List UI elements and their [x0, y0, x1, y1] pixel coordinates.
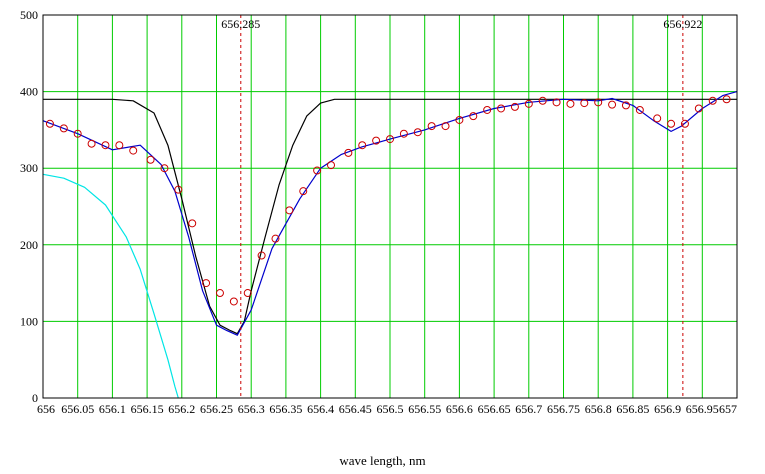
annotations: 656.285 656.922	[221, 15, 702, 398]
x-tick-label: 656.65	[478, 402, 511, 416]
x-tick-label: 656.95	[686, 402, 719, 416]
annotation-label: 656.922	[663, 17, 702, 31]
data-point	[694, 104, 703, 113]
x-tick-label: 656	[37, 402, 55, 416]
data-point	[146, 155, 155, 164]
data-point	[285, 206, 294, 215]
x-tick-label: 656.1	[99, 402, 126, 416]
data-point	[243, 289, 252, 298]
data-point	[257, 251, 266, 260]
data-point	[174, 185, 183, 194]
data-point	[188, 219, 197, 228]
x-tick-label: 656.3	[238, 402, 265, 416]
x-tick-label: 656.9	[654, 402, 681, 416]
x-tick-label: 656.75	[547, 402, 580, 416]
data-point	[722, 95, 731, 104]
data-point	[215, 289, 224, 298]
data-point	[635, 105, 644, 114]
data-point	[552, 98, 561, 107]
x-axis-label: wave length, nm	[339, 453, 426, 468]
x-tick-label: 656.55	[408, 402, 441, 416]
x-tick-label: 656.7	[515, 402, 542, 416]
data-point	[202, 279, 211, 288]
x-tick-label: 656.35	[269, 402, 302, 416]
tick-labels: 656 656.05 656.1 656.15 656.2 656.25 656.3 656.…	[20, 8, 737, 416]
data-point	[667, 119, 676, 128]
data-point	[538, 96, 547, 105]
data-point	[327, 161, 336, 170]
data-point	[45, 119, 54, 128]
x-tick-label: 656.6	[446, 402, 473, 416]
y-tick-label: 500	[20, 8, 38, 22]
x-tick-label: 656.45	[339, 402, 372, 416]
data-point	[455, 115, 464, 124]
x-tick-label: 656.5	[377, 402, 404, 416]
data-point	[399, 129, 408, 138]
series-line-1	[42, 91, 738, 336]
data-point	[497, 104, 506, 113]
data-point	[160, 164, 169, 173]
data-point	[129, 146, 138, 155]
x-tick-label: 656.85	[616, 402, 649, 416]
data-point	[483, 105, 492, 114]
data-point	[441, 122, 450, 131]
y-tick-label: 0	[32, 391, 38, 405]
data-point	[469, 112, 478, 121]
grid-lines	[42, 14, 738, 399]
annotation-label: 656.285	[221, 17, 260, 31]
x-tick-label: 656.2	[168, 402, 195, 416]
x-tick-label: 656.8	[585, 402, 612, 416]
data-point	[358, 141, 367, 150]
y-tick-label: 400	[20, 85, 38, 99]
data-point	[73, 129, 82, 138]
x-tick-label: 657	[719, 402, 737, 416]
data-point	[594, 98, 603, 107]
data-point	[313, 166, 322, 175]
data-point	[708, 96, 717, 105]
x-tick-label: 656.25	[200, 402, 233, 416]
data-point	[427, 122, 436, 131]
data-point	[372, 136, 381, 145]
data-point	[580, 99, 589, 108]
series-line-2	[42, 173, 179, 399]
y-tick-label: 100	[20, 314, 38, 328]
data-point	[299, 187, 308, 196]
y-tick-label: 300	[20, 161, 38, 175]
y-tick-label: 200	[20, 238, 38, 252]
data-point	[510, 102, 519, 111]
data-point	[621, 101, 630, 110]
data-point	[680, 119, 689, 128]
x-tick-label: 656.05	[61, 402, 94, 416]
data-point	[344, 148, 353, 157]
data-point	[59, 124, 68, 133]
plot-frame	[42, 14, 738, 399]
data-point	[229, 297, 238, 306]
data-point	[653, 114, 662, 123]
x-tick-label: 656.4	[307, 402, 334, 416]
data-point	[524, 99, 533, 108]
data-point	[101, 141, 110, 150]
data-point	[413, 128, 422, 137]
data-point	[87, 139, 96, 148]
data-point	[566, 99, 575, 108]
data-point	[271, 234, 280, 243]
x-tick-label: 656.15	[131, 402, 164, 416]
data-point	[608, 100, 617, 109]
data-point	[386, 135, 394, 144]
data-point	[115, 141, 124, 150]
